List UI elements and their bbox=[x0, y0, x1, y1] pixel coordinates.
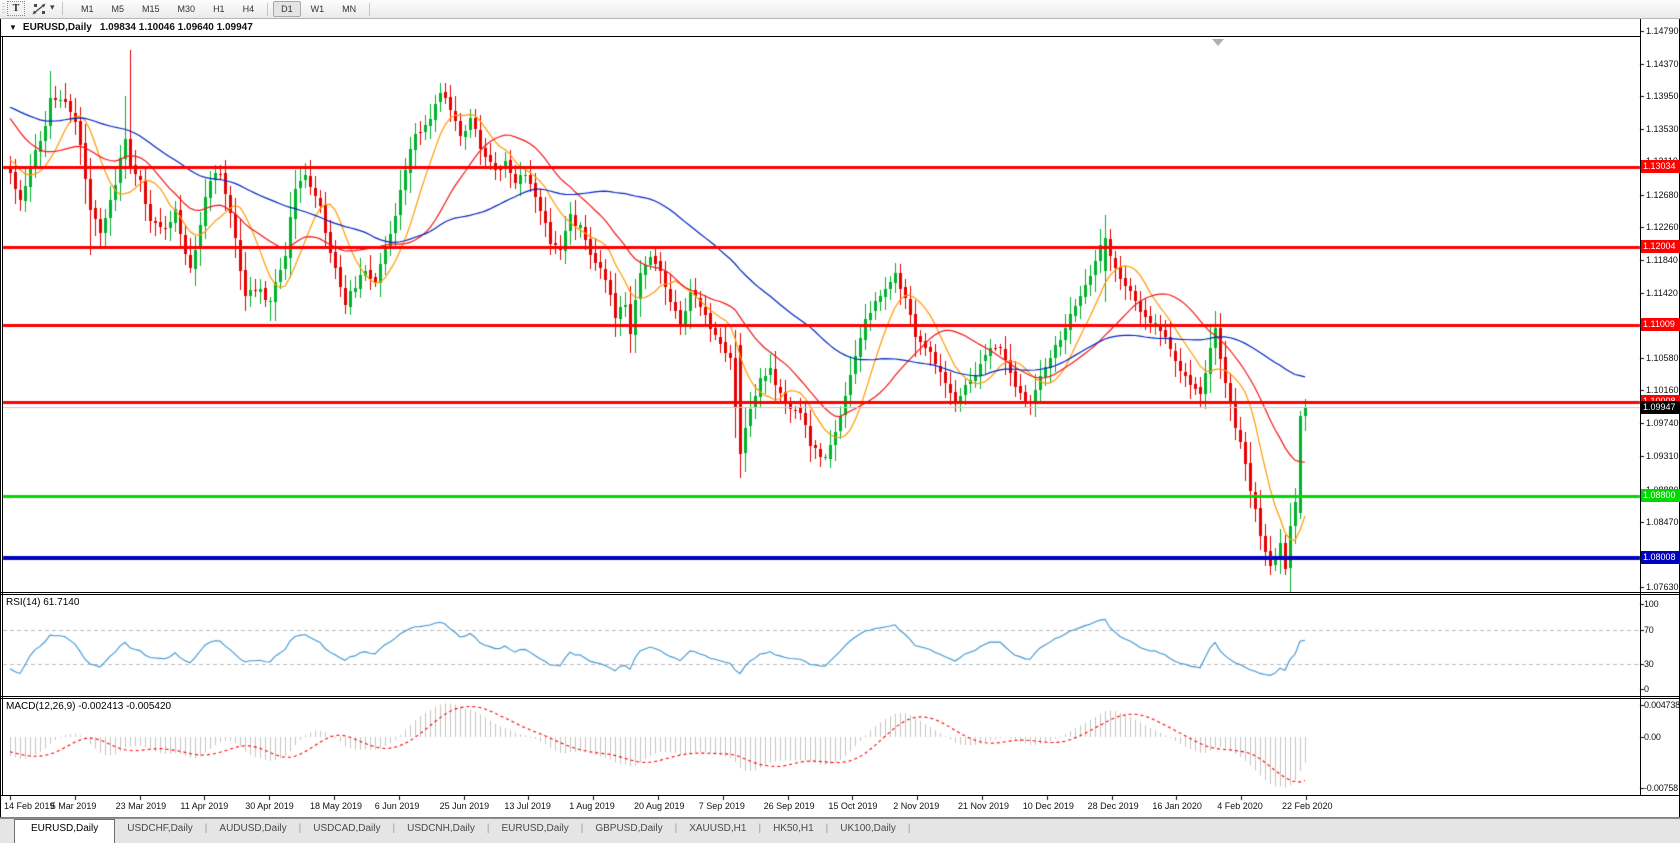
timeframe-button-m5[interactable]: M5 bbox=[104, 1, 133, 17]
date-label: 21 Nov 2019 bbox=[958, 801, 1010, 811]
date-label: 20 Aug 2019 bbox=[634, 801, 685, 811]
price-line-badge: 1.08008 bbox=[1641, 550, 1680, 564]
plot-left-border bbox=[2, 36, 3, 795]
date-label: 10 Dec 2019 bbox=[1022, 801, 1074, 811]
price-tick-label: 1.09310 bbox=[1646, 451, 1679, 462]
symbol-tab[interactable]: HK50,H1 bbox=[773, 823, 814, 834]
date-label: 6 Jun 2019 bbox=[374, 801, 420, 811]
timeframe-button-mn[interactable]: MN bbox=[334, 1, 364, 17]
date-label: 5 Mar 2019 bbox=[50, 801, 97, 811]
price-tick-label: 1.10580 bbox=[1646, 352, 1679, 363]
price-tick-label: 1.08470 bbox=[1646, 516, 1679, 527]
price-tick-label: 1.11420 bbox=[1646, 287, 1678, 298]
price-line-badge: 1.13034 bbox=[1641, 160, 1680, 174]
timeframe-toolbar: M1 M5 M15 M30 H1 H4 D1 W1 MN bbox=[72, 1, 374, 17]
pane-separator[interactable] bbox=[0, 698, 1680, 699]
toolbar-separator bbox=[369, 2, 371, 16]
price-line-badge: 1.12004 bbox=[1641, 240, 1680, 254]
price-tick-label: 1.14790 bbox=[1646, 26, 1679, 36]
rsi-label: RSI(14) 61.7140 bbox=[6, 597, 80, 608]
symbol-tab[interactable]: USDCAD,Daily bbox=[313, 823, 381, 834]
timeframe-button-m1[interactable]: M1 bbox=[73, 1, 102, 17]
price-tick-label: 1.12260 bbox=[1646, 222, 1679, 233]
tab-separator: | bbox=[907, 823, 911, 834]
macd-scale-label: 0.00 bbox=[1644, 732, 1661, 742]
macd-bottom-border bbox=[0, 795, 1680, 796]
symbol-tab[interactable]: USDCNH,Daily bbox=[407, 823, 475, 834]
symbol-tab[interactable]: GBPUSD,Daily bbox=[595, 823, 663, 834]
date-label: 25 Jun 2019 bbox=[439, 801, 490, 811]
pane-separator[interactable] bbox=[0, 594, 1680, 595]
macd-label: MACD(12,26,9) -0.002413 -0.005420 bbox=[6, 701, 172, 712]
chart-title-ohlc: 1.09834 1.10046 1.09640 1.09947 bbox=[99, 22, 253, 33]
date-label: 7 Sep 2019 bbox=[698, 801, 745, 811]
date-label: 4 Feb 2020 bbox=[1217, 801, 1263, 811]
date-label: 2 Nov 2019 bbox=[893, 801, 940, 811]
macd-scale-label: 0.004738 bbox=[1644, 700, 1680, 711]
rsi-scale-label: 0 bbox=[1644, 684, 1649, 694]
timeframe-button-m30[interactable]: M30 bbox=[170, 1, 204, 17]
date-label: 11 Apr 2019 bbox=[180, 801, 229, 811]
symbol-tab-active[interactable]: EURUSD,Daily bbox=[14, 819, 116, 843]
date-label: 30 Apr 2019 bbox=[245, 801, 294, 811]
rsi-scale-label: 70 bbox=[1644, 624, 1654, 635]
macd-scale-label: -0.00758 bbox=[1644, 782, 1678, 793]
timeframe-button-w1[interactable]: W1 bbox=[303, 1, 333, 17]
toolbar-separator bbox=[267, 2, 269, 16]
crosshair-tool-icon[interactable] bbox=[31, 2, 48, 16]
timeframe-button-d1[interactable]: D1 bbox=[273, 1, 301, 17]
pane-separator[interactable] bbox=[0, 592, 1680, 593]
price-line-badge: 1.11009 bbox=[1641, 317, 1680, 331]
price-tick-label: 1.13530 bbox=[1646, 123, 1679, 134]
chart-dropdown-icon[interactable]: ▼ bbox=[9, 23, 17, 32]
toolbar-grip[interactable] bbox=[2, 3, 5, 15]
date-label: 14 Feb 2019 bbox=[4, 801, 55, 811]
current-price-badge: 1.09947 bbox=[1641, 401, 1680, 414]
date-label: 13 Jul 2019 bbox=[504, 801, 551, 811]
chart-tab-bar: EURUSD,Daily USDCHF,Daily | AUDUSD,Daily | US… bbox=[0, 818, 1680, 843]
date-label: 28 Dec 2019 bbox=[1087, 801, 1139, 811]
price-tick-label: 1.13950 bbox=[1646, 91, 1679, 102]
price-line-badge: 1.08800 bbox=[1641, 489, 1680, 503]
chevron-down-icon[interactable]: ▾ bbox=[50, 2, 55, 12]
price-tick-label: 1.10160 bbox=[1646, 385, 1679, 396]
toolbar-separator bbox=[62, 2, 63, 15]
text-tool-button[interactable]: T bbox=[7, 1, 25, 16]
date-label: 23 Mar 2019 bbox=[115, 801, 167, 811]
symbol-tab[interactable]: AUDUSD,Daily bbox=[219, 823, 287, 834]
symbol-tab[interactable]: USDCHF,Daily bbox=[127, 823, 193, 834]
timeframe-button-m15[interactable]: M15 bbox=[134, 1, 168, 17]
rsi-scale-label: 100 bbox=[1644, 599, 1659, 609]
price-tick-label: 1.09740 bbox=[1646, 418, 1679, 429]
date-label: 26 Sep 2019 bbox=[763, 801, 815, 811]
chart-titlebar: ▼ EURUSD,Daily 1.09834 1.10046 1.09640 1.0… bbox=[1, 19, 1640, 37]
date-label: 18 May 2019 bbox=[310, 801, 363, 811]
price-tick-label: 1.14370 bbox=[1646, 58, 1679, 69]
rsi-scale-label: 30 bbox=[1644, 658, 1654, 669]
symbol-tab[interactable]: XAUUSD,H1 bbox=[689, 823, 747, 834]
timeframe-button-h4[interactable]: H4 bbox=[235, 1, 263, 17]
symbol-tab[interactable]: UK100,Daily bbox=[840, 823, 896, 834]
date-label: 15 Oct 2019 bbox=[828, 801, 878, 811]
price-tick-label: 1.07630 bbox=[1646, 581, 1679, 592]
date-label: 1 Aug 2019 bbox=[569, 801, 615, 811]
chart-title-symbol: EURUSD,Daily bbox=[22, 22, 92, 33]
symbol-tab[interactable]: EURUSD,Daily bbox=[501, 823, 569, 834]
date-label: 16 Jan 2020 bbox=[1152, 801, 1202, 811]
price-tick-label: 1.11840 bbox=[1646, 255, 1678, 266]
date-label: 22 Feb 2020 bbox=[1282, 801, 1333, 811]
toolbar: T ▾ M1 M5 M15 M30 H1 H4 D1 W1 MN bbox=[0, 0, 1680, 19]
pane-separator[interactable] bbox=[0, 696, 1680, 697]
chart-shift-marker-icon[interactable] bbox=[1212, 39, 1224, 46]
timeframe-button-h1[interactable]: H1 bbox=[205, 1, 233, 17]
price-tick-label: 1.12680 bbox=[1646, 189, 1679, 200]
